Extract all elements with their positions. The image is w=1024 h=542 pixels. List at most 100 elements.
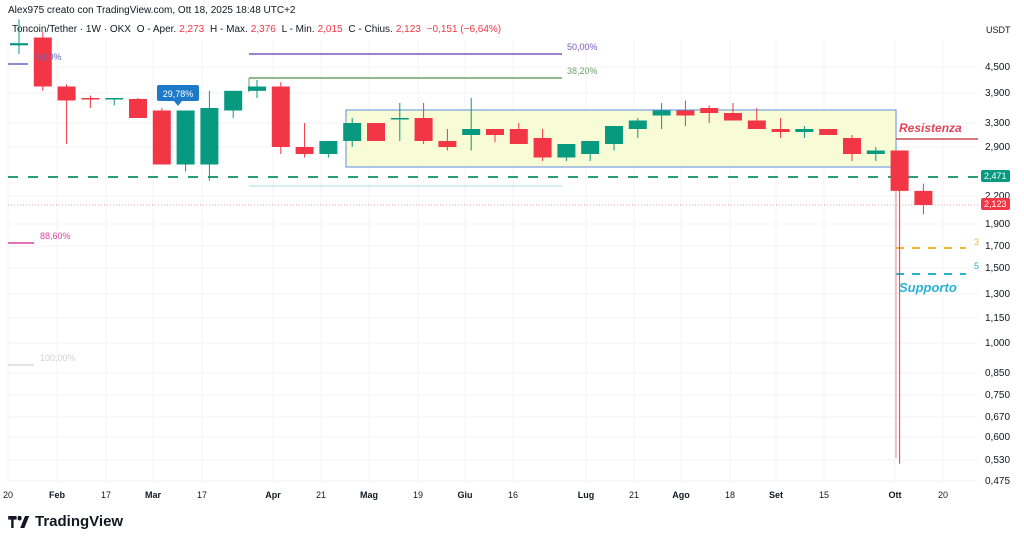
time-tick: 19 (412, 490, 424, 500)
candle-body[interactable] (676, 110, 695, 116)
price-tick: 1,000 (985, 338, 1010, 349)
candle-body[interactable] (81, 98, 100, 100)
candle-body[interactable] (390, 118, 409, 120)
open-value: 2,273 (179, 24, 205, 35)
price-tick: 1,700 (985, 241, 1010, 252)
high-label: H - Max. (210, 24, 248, 35)
price-tick: 0,600 (985, 432, 1010, 443)
candle-body[interactable] (129, 99, 147, 118)
candle-body[interactable] (795, 129, 814, 132)
time-tick: Mag (360, 490, 378, 500)
candle-body[interactable] (628, 120, 647, 130)
time-tick: Set (768, 490, 784, 500)
candle-body[interactable] (271, 86, 290, 148)
price-tick: 3,300 (985, 118, 1010, 129)
close-value: 2,123 (395, 24, 421, 35)
svg-text:29,78%: 29,78% (163, 89, 194, 99)
time-tick: 18 (724, 490, 736, 500)
time-tick: Ott (888, 490, 902, 500)
candle-body[interactable] (771, 129, 790, 132)
candle-body[interactable] (367, 123, 385, 141)
mark-5-label: 5 (974, 261, 980, 271)
candle-body[interactable] (343, 123, 362, 141)
time-tick: Giu (457, 490, 473, 500)
price-unit: USDT (986, 25, 1011, 35)
candle-body[interactable] (843, 138, 861, 154)
time-tick: 21 (628, 490, 640, 500)
candle-body[interactable] (819, 129, 838, 135)
candle-body[interactable] (533, 138, 552, 158)
candle-body[interactable] (605, 126, 623, 144)
time-tick: Ago (672, 490, 690, 500)
time-tick: 17 (100, 490, 112, 500)
candle-body[interactable] (438, 141, 457, 147)
low-value: 2,015 (317, 24, 343, 35)
grid-lines (7, 40, 978, 482)
candle-body[interactable] (486, 129, 504, 135)
candlestick-series[interactable] (10, 19, 933, 464)
time-tick: Lug (577, 490, 595, 500)
candle-body[interactable] (509, 129, 528, 144)
price-tick: 1,300 (985, 289, 1010, 300)
time-tick: 16 (507, 490, 519, 500)
price-tick: 0,750 (985, 390, 1010, 401)
price-tick: 1,150 (985, 313, 1010, 324)
time-tick: 20 (2, 490, 14, 500)
candle-body[interactable] (581, 141, 600, 154)
candle-body[interactable] (248, 86, 266, 91)
price-tick: 3,900 (985, 88, 1010, 99)
time-tick: Apr (265, 490, 281, 500)
price-tick: 1,900 (985, 219, 1010, 230)
fib-100-label: 100,00% (40, 353, 76, 363)
time-tick: Feb (48, 490, 66, 500)
high-value: 2,376 (250, 24, 276, 35)
candle-body[interactable] (914, 190, 933, 205)
price-tick: 4,500 (985, 62, 1010, 73)
candle-body[interactable] (57, 86, 76, 101)
price-tick: 1,500 (985, 263, 1010, 274)
candle-body[interactable] (319, 141, 338, 154)
low-label: L - Min. (281, 24, 315, 35)
candle-body[interactable] (462, 129, 481, 135)
candle-body[interactable] (176, 110, 195, 165)
candle-body[interactable] (652, 110, 671, 116)
price-tick: 0,475 (985, 476, 1010, 487)
candle-body[interactable] (557, 144, 576, 158)
candle-body[interactable] (724, 113, 742, 121)
candle-body[interactable] (105, 98, 124, 100)
fib-886-label: 88,60% (40, 231, 71, 241)
candle-body[interactable] (700, 108, 719, 113)
time-tick: 21 (315, 490, 327, 500)
candle-body[interactable] (152, 110, 171, 165)
price-axis-ticks[interactable]: 4,500 3,900 3,300 2,900 2,200 1,900 1,700 1,500… (985, 62, 1010, 487)
candle-body[interactable] (295, 147, 314, 154)
open-label: O - Aper. (136, 24, 177, 35)
fib-0-label: 0,00% (36, 52, 62, 62)
fib-50-label: 50,00% (567, 42, 598, 52)
candle-body[interactable] (33, 37, 52, 87)
symbol-name[interactable]: Toncoin/Tether · 1W · OKX (12, 24, 131, 35)
candle-body[interactable] (200, 108, 219, 165)
candle-body[interactable] (10, 43, 28, 46)
candle-body[interactable] (747, 120, 766, 130)
tradingview-logo[interactable]: TradingView (8, 513, 123, 530)
fib-382-label: 38,20% (567, 66, 598, 76)
candle-body[interactable] (224, 90, 243, 111)
close-label: C - Chius. (348, 24, 393, 35)
brand-name: TradingView (35, 513, 124, 530)
price-tag-2471: 2,471 (981, 170, 1010, 182)
candle-body[interactable] (866, 150, 885, 154)
price-tick: 2,900 (985, 142, 1010, 153)
price-tick: 0,530 (985, 455, 1010, 466)
mark-3-label: 3 (974, 237, 980, 247)
time-tick: 17 (196, 490, 208, 500)
symbol-legend: Toncoin/Tether · 1W · OKX O - Aper. 2,273… (12, 24, 504, 35)
price-tick: 2,200 (985, 191, 1010, 202)
candle-body[interactable] (890, 150, 909, 191)
price-tag-current: 2,123 (981, 198, 1010, 210)
candle-body[interactable] (414, 118, 433, 141)
time-tick: Mar (144, 490, 162, 500)
change-value: −0,151 (−6,64%) (426, 24, 502, 35)
price-tick: 0,850 (985, 368, 1010, 379)
